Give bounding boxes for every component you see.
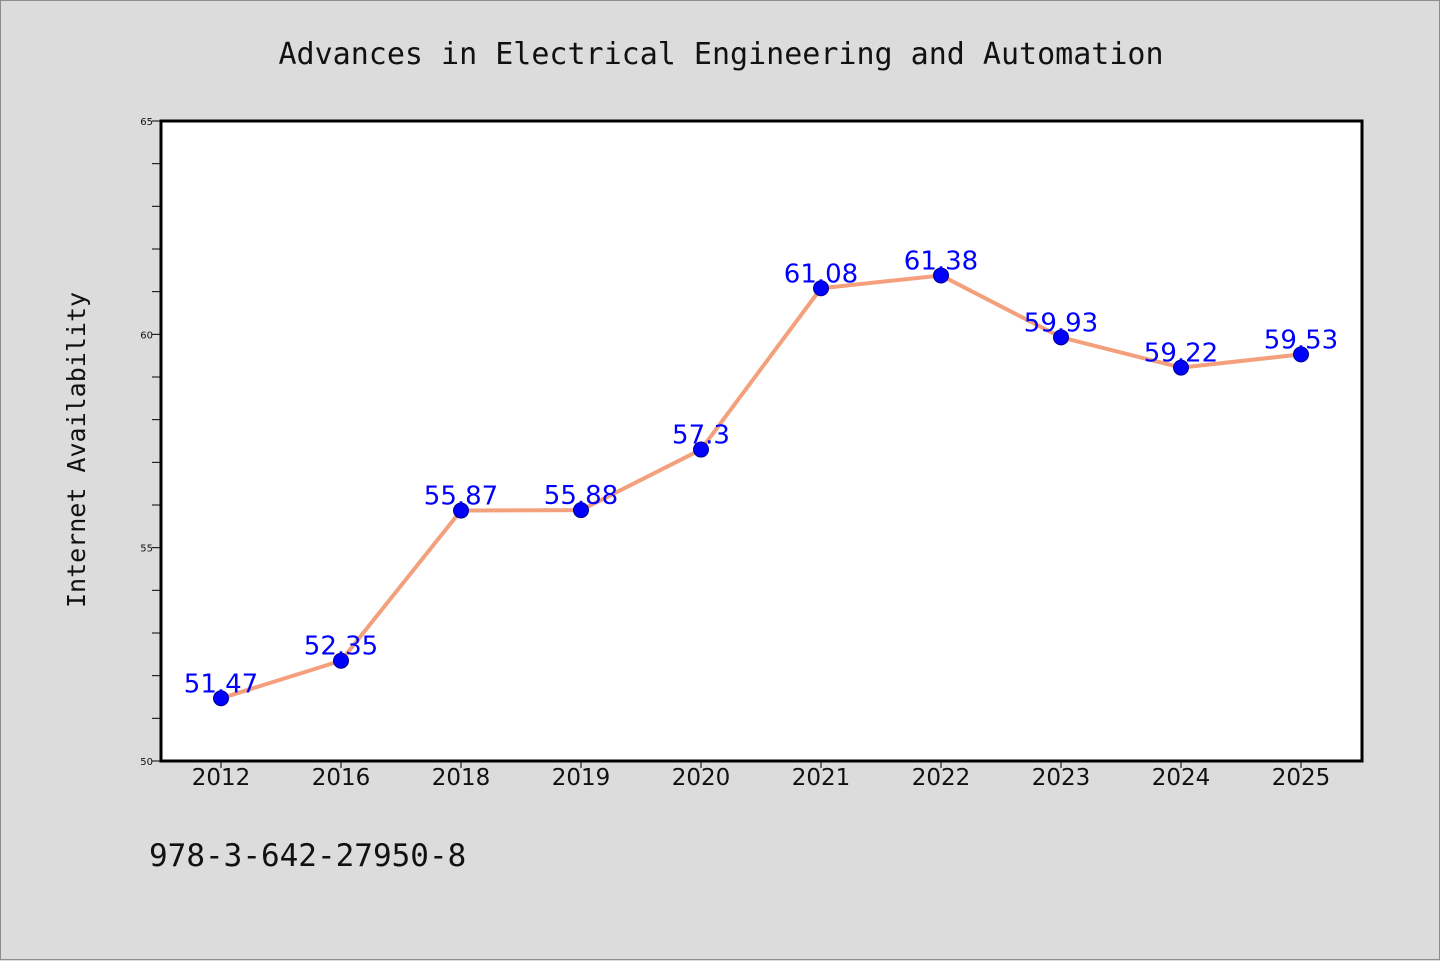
x-tick-label: 2022 [912, 765, 971, 791]
data-label: 61.38 [904, 246, 978, 276]
x-tick-label: 2025 [1272, 765, 1331, 791]
x-tick-label: 2018 [432, 765, 491, 791]
x-axis: 2012 2016 2018 2019 2020 2021 2022 2023 2024 2025 [192, 761, 1331, 791]
data-point [573, 502, 589, 519]
data-label: 55.88 [544, 481, 618, 511]
x-tick-label: 2024 [1152, 765, 1211, 791]
data-point [333, 652, 349, 669]
series-line [220, 273, 1302, 701]
data-label: 59.93 [1024, 308, 1098, 338]
x-tick-label: 2021 [792, 765, 851, 791]
x-tick-label: 2012 [192, 765, 251, 791]
data-point [693, 441, 709, 458]
y-axis: 50 55 60 65 [140, 117, 161, 768]
data-point [453, 502, 469, 519]
data-point [213, 690, 229, 707]
chart-title: Advances in Electrical Engineering and A… [278, 37, 1163, 72]
data-label: 55.87 [424, 482, 498, 512]
x-tick-label: 2016 [312, 765, 371, 791]
data-labels: 51.47 52.35 55.87 55.88 57.3 61.08 61.38 59.93 5… [184, 246, 1338, 699]
data-label: 59.22 [1144, 339, 1218, 369]
data-label: 52.35 [304, 632, 378, 662]
data-point [1293, 346, 1309, 363]
data-label: 51.47 [184, 669, 258, 699]
x-tick-label: 2023 [1032, 765, 1091, 791]
data-label: 59.53 [1264, 325, 1338, 355]
x-tick-label: 2020 [672, 765, 731, 791]
plot-area [159, 119, 1364, 763]
data-series [213, 267, 1309, 707]
isbn-text: 978-3-642-27950-8 [149, 838, 466, 874]
data-point [933, 267, 949, 284]
y-tick-label: 55 [140, 544, 153, 555]
data-point [813, 280, 829, 297]
x-tick-label: 2019 [552, 765, 611, 791]
data-label: 57.3 [672, 421, 730, 451]
y-tick-label: 65 [140, 117, 153, 128]
y-tick-label: 50 [140, 757, 153, 768]
y-axis-label: Internet Availability [62, 292, 91, 608]
data-label: 61.08 [784, 259, 858, 289]
data-point [1053, 329, 1069, 346]
data-point [1173, 359, 1189, 376]
y-tick-label: 60 [140, 330, 153, 341]
